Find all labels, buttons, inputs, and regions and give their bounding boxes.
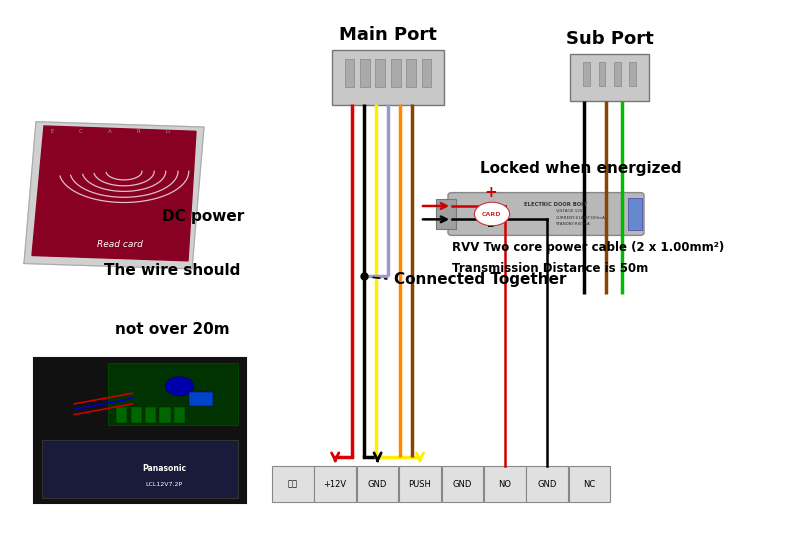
Bar: [375, 59, 385, 87]
Text: Panasonic: Panasonic: [142, 464, 186, 472]
Text: Main Port: Main Port: [339, 26, 437, 44]
Text: ELECTRIC DOOR BOLT: ELECTRIC DOOR BOLT: [525, 202, 587, 207]
Bar: [583, 62, 590, 86]
FancyBboxPatch shape: [570, 54, 650, 102]
Text: DC power: DC power: [162, 209, 244, 224]
Text: NC: NC: [583, 480, 596, 488]
Text: NO: NO: [498, 480, 511, 488]
Polygon shape: [24, 122, 204, 269]
Text: +: +: [484, 185, 497, 200]
Bar: [399, 466, 441, 502]
Bar: [174, 407, 185, 423]
Text: 标号: 标号: [288, 480, 298, 488]
Circle shape: [165, 377, 194, 396]
Bar: [526, 466, 568, 502]
Bar: [442, 466, 483, 502]
Bar: [629, 62, 636, 86]
Text: Sub Port: Sub Port: [566, 30, 654, 49]
Bar: [314, 466, 356, 502]
Text: CURRENT:61A/RT300mA: CURRENT:61A/RT300mA: [556, 216, 606, 220]
Bar: [360, 59, 370, 87]
Bar: [189, 393, 213, 406]
Bar: [108, 363, 238, 425]
Text: A: A: [108, 129, 111, 134]
Text: The wire should

not over 20m: The wire should not over 20m: [104, 263, 240, 337]
Bar: [145, 407, 156, 423]
Text: C: C: [79, 129, 82, 134]
Text: LCL12V7.2P: LCL12V7.2P: [146, 482, 182, 487]
Bar: [614, 62, 621, 86]
Circle shape: [474, 202, 510, 226]
Text: D: D: [165, 129, 170, 134]
Bar: [357, 466, 398, 502]
Bar: [422, 59, 431, 87]
Bar: [391, 59, 401, 87]
Text: RVV Two core power cable (2 x 1.00mm²): RVV Two core power cable (2 x 1.00mm²): [452, 241, 724, 254]
Bar: [436, 199, 456, 229]
Text: STANDBY:RS0mA: STANDBY:RS0mA: [556, 221, 591, 226]
Text: Read card: Read card: [97, 240, 143, 249]
Text: Transmission Distance is 50m: Transmission Distance is 50m: [452, 262, 648, 275]
Text: E: E: [50, 129, 54, 134]
Text: Locked when energized: Locked when energized: [480, 161, 682, 176]
Bar: [628, 198, 642, 230]
Text: R: R: [137, 129, 140, 134]
Bar: [272, 466, 314, 502]
Bar: [345, 59, 354, 87]
Polygon shape: [32, 126, 196, 261]
Bar: [484, 466, 526, 502]
Bar: [406, 59, 416, 87]
Text: CARD: CARD: [482, 211, 502, 217]
Bar: [130, 407, 142, 423]
Text: GND: GND: [453, 480, 472, 488]
Text: +12V: +12V: [324, 480, 346, 488]
FancyBboxPatch shape: [333, 50, 443, 105]
Text: Connected Together: Connected Together: [394, 272, 566, 287]
Bar: [569, 466, 610, 502]
FancyBboxPatch shape: [448, 193, 644, 235]
Bar: [42, 440, 238, 498]
Text: GND: GND: [538, 480, 557, 488]
Text: VOLTAGE:12V: VOLTAGE:12V: [556, 209, 584, 213]
Bar: [598, 62, 606, 86]
Text: GND: GND: [368, 480, 387, 488]
Text: PUSH: PUSH: [409, 480, 431, 488]
Bar: [159, 407, 170, 423]
Bar: [34, 358, 246, 503]
Text: -: -: [486, 217, 494, 235]
Bar: [116, 407, 127, 423]
